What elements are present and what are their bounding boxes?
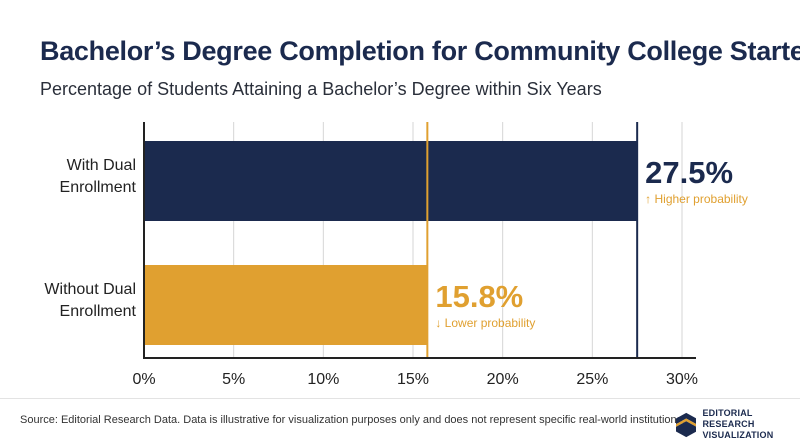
annotation-label: ↑ Higher probability bbox=[645, 192, 748, 206]
category-label: Without Dual bbox=[44, 281, 136, 298]
source-note: Source: Editorial Research Data. Data is… bbox=[20, 414, 686, 426]
chart-title: Bachelor’s Degree Completion for Communi… bbox=[40, 36, 800, 66]
er-monogram-icon bbox=[676, 412, 697, 437]
x-tick-label: 20% bbox=[487, 371, 519, 388]
x-tick-label: 5% bbox=[222, 371, 245, 388]
value-label: 27.5% bbox=[645, 155, 733, 190]
chart-subtitle: Percentage of Students Attaining a Bache… bbox=[40, 79, 602, 99]
brand-name-line2: VISUALIZATION bbox=[702, 430, 774, 440]
category-label: With Dual bbox=[67, 157, 136, 174]
bar-chart: With Dual Enrollment 27.5% ↑ Higher probabi… bbox=[44, 122, 748, 388]
x-tick-label: 0% bbox=[132, 371, 155, 388]
x-tick-label: 10% bbox=[307, 371, 339, 388]
brand-logo: EDITORIAL RESEARCH VISUALIZATION bbox=[676, 408, 800, 441]
category-label: Enrollment bbox=[60, 303, 137, 320]
category-label: Enrollment bbox=[60, 179, 137, 196]
brand-name-line1: EDITORIAL RESEARCH bbox=[702, 408, 755, 429]
bar bbox=[144, 265, 428, 345]
x-tick-label: 30% bbox=[666, 371, 698, 388]
x-tick-label: 15% bbox=[397, 371, 429, 388]
x-tick-label: 25% bbox=[576, 371, 608, 388]
value-label: 15.8% bbox=[435, 279, 523, 314]
bar bbox=[144, 141, 638, 221]
footer-divider bbox=[0, 398, 800, 399]
annotation-label: ↓ Lower probability bbox=[435, 316, 535, 330]
